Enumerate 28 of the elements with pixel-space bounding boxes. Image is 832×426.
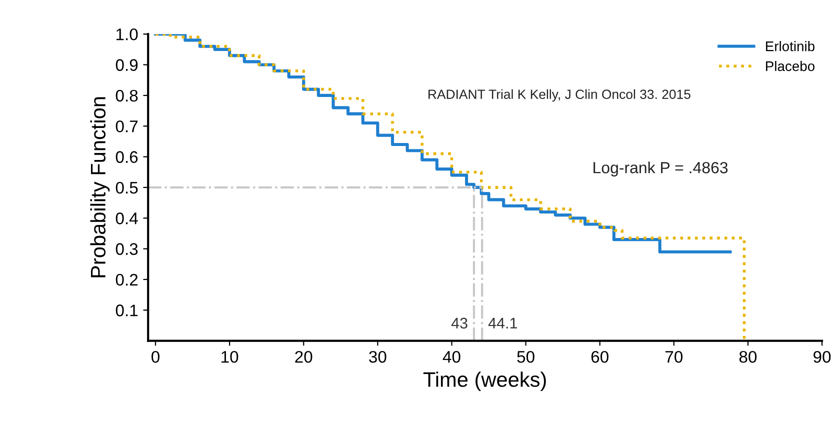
x-tick-label: 20 — [295, 350, 312, 363]
x-tick-label: 90 — [814, 350, 831, 363]
y-axis-title: Probability Function — [90, 97, 110, 278]
y-tick-label: 0.1 — [116, 304, 138, 316]
y-tick-label: 0.7 — [116, 120, 138, 132]
y-tick-label: 0.2 — [116, 274, 138, 286]
y-tick-label: 0.5 — [116, 182, 138, 194]
legend-label: Erlotinib — [766, 41, 814, 52]
x-tick-label: 60 — [591, 350, 608, 363]
x-tick-label: 50 — [517, 350, 534, 363]
y-tick-label: 0.9 — [116, 59, 138, 71]
x-tick-label: 80 — [739, 350, 757, 363]
y-tick-label: 1.0 — [116, 28, 138, 40]
x-tick-label: 10 — [222, 350, 238, 363]
ref-line-label: 43 — [451, 318, 468, 329]
y-tick-label: 0.3 — [116, 243, 138, 255]
y-tick-label: 0.8 — [116, 90, 138, 102]
x-tick-label: 30 — [369, 350, 386, 363]
legend-label: Placebo — [766, 60, 814, 72]
x-tick-label: 0 — [152, 350, 160, 363]
y-tick-label: 0.6 — [116, 151, 138, 163]
annotation: Log-rank P = .4863 — [594, 162, 728, 176]
x-tick-label: 70 — [665, 350, 683, 363]
x-axis-title: Time (weeks) — [423, 372, 546, 392]
x-tick-label: 40 — [442, 350, 460, 363]
annotation: RADIANT Trial K Kelly, J Clin Oncol 33. 2015 — [428, 89, 690, 102]
ref-line-label: 44.1 — [488, 318, 518, 328]
y-tick-label: 0.4 — [116, 212, 138, 224]
